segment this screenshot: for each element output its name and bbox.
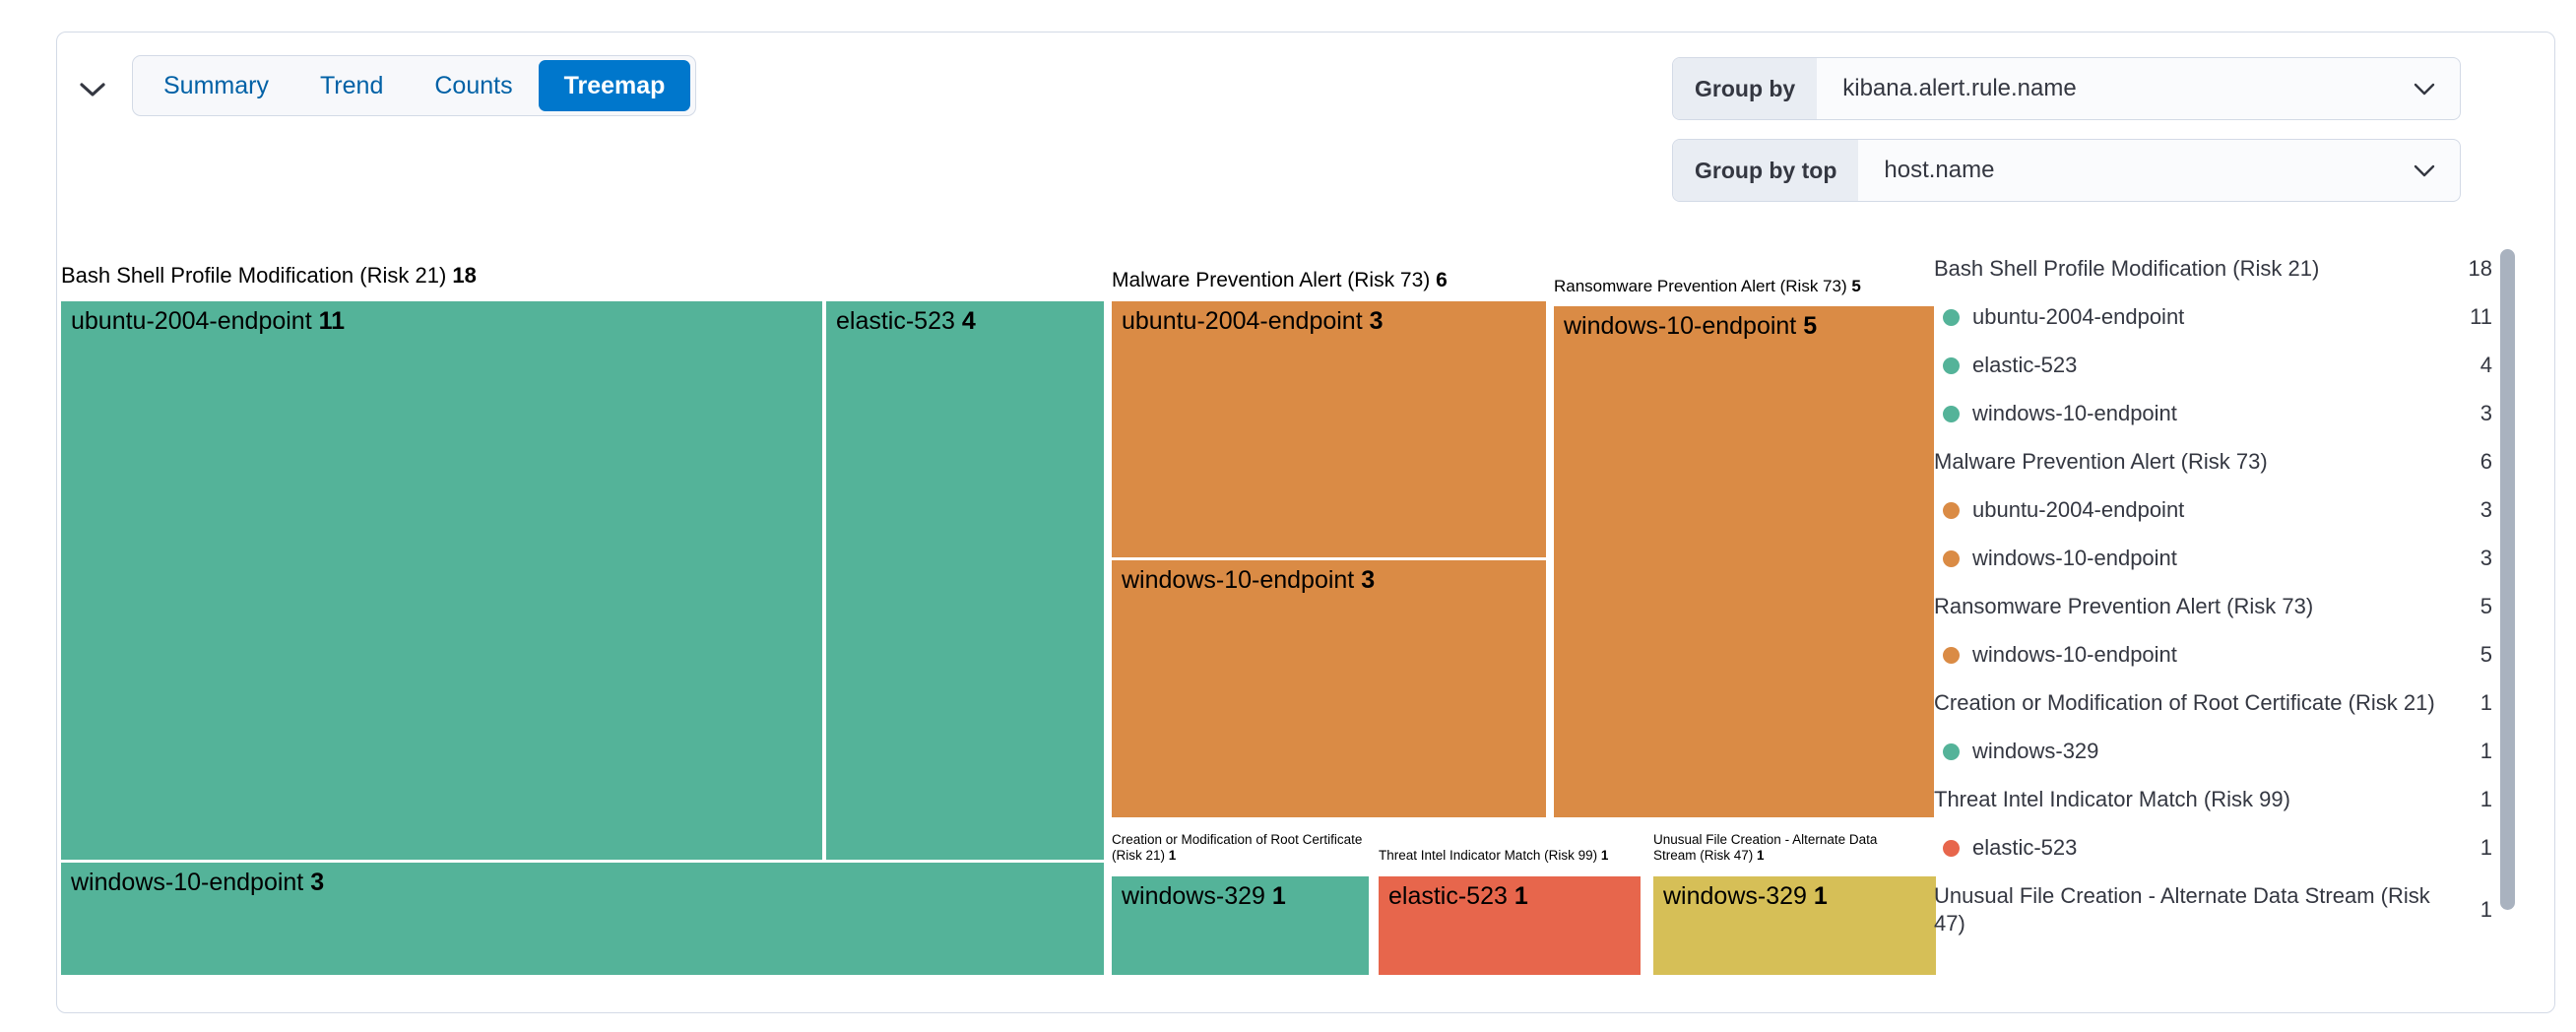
group-by-label: Group by	[1673, 58, 1818, 119]
legend-group-row[interactable]: Bash Shell Profile Modification (Risk 21…	[1934, 256, 2492, 281]
legend-dot-icon	[1943, 308, 1960, 326]
treemap-group-header: Bash Shell Profile Modification (Risk 21…	[61, 263, 477, 288]
treemap-legend: Bash Shell Profile Modification (Risk 21…	[1934, 255, 2492, 958]
treemap-tile[interactable]: ubuntu-2004-endpoint 11	[61, 301, 822, 860]
group-by-value: kibana.alert.rule.name	[1842, 75, 2077, 101]
treemap-tile[interactable]: windows-329 1	[1653, 876, 1936, 975]
tab-counts[interactable]: Counts	[434, 72, 513, 99]
treemap-tile[interactable]: ubuntu-2004-endpoint 3	[1112, 301, 1546, 557]
collapse-panel-button[interactable]	[73, 76, 112, 107]
legend-group-row[interactable]: Ransomware Prevention Alert (Risk 73) 5	[1934, 594, 2492, 618]
treemap-tile[interactable]: elastic-523 4	[826, 301, 1104, 860]
legend-item-row[interactable]: windows-10-endpoint 3	[1934, 545, 2492, 572]
legend-dot-icon	[1943, 549, 1960, 567]
legend-group-row[interactable]: Malware Prevention Alert (Risk 73) 6	[1934, 449, 2492, 474]
treemap-tile[interactable]: elastic-523 1	[1379, 876, 1641, 975]
legend-group-row[interactable]: Threat Intel Indicator Match (Risk 99) 1	[1934, 787, 2492, 811]
legend-dot-icon	[1943, 501, 1960, 519]
group-by-top-value: host.name	[1884, 157, 1995, 183]
treemap-tile[interactable]: windows-10-endpoint 3	[61, 863, 1104, 975]
group-by-select[interactable]: Group by kibana.alert.rule.name	[1672, 57, 2461, 120]
tab-trend[interactable]: Trend	[319, 72, 384, 99]
legend-item-row[interactable]: windows-329 1	[1934, 738, 2492, 765]
legend-item-row[interactable]: windows-10-endpoint 5	[1934, 641, 2492, 669]
treemap-tile[interactable]: windows-10-endpoint 5	[1554, 306, 1934, 817]
tab-summary[interactable]: Summary	[163, 72, 269, 99]
chevron-down-icon	[2413, 140, 2460, 201]
legend-item-row[interactable]: elastic-523 4	[1934, 352, 2492, 379]
group-by-top-select[interactable]: Group by top host.name	[1672, 139, 2461, 202]
legend-group-row[interactable]: Unusual File Creation - Alternate Data S…	[1934, 883, 2492, 935]
legend-dot-icon	[1943, 356, 1960, 374]
view-button-group: Summary Trend Counts Treemap	[132, 55, 697, 116]
legend-scrollbar-thumb[interactable]	[2500, 249, 2515, 910]
legend-dot-icon	[1943, 646, 1960, 664]
legend-dot-icon	[1943, 742, 1960, 760]
alerts-panel: Summary Trend Counts Treemap Group by ki…	[56, 32, 2555, 1013]
treemap-tile[interactable]: windows-10-endpoint 3	[1112, 560, 1546, 817]
treemap-group-header: Malware Prevention Alert (Risk 73) 6	[1112, 269, 1448, 291]
treemap-tile[interactable]: windows-329 1	[1112, 876, 1369, 975]
tab-treemap[interactable]: Treemap	[538, 60, 691, 111]
legend-item-row[interactable]: ubuntu-2004-endpoint 11	[1934, 303, 2492, 331]
chevron-down-icon	[2413, 58, 2460, 119]
treemap-group-header: Unusual File Creation - Alternate Data S…	[1653, 832, 1878, 863]
treemap-group-header: Ransomware Prevention Alert (Risk 73) 5	[1554, 277, 1861, 295]
legend-item-row[interactable]: ubuntu-2004-endpoint 3	[1934, 496, 2492, 524]
treemap-group-header: Threat Intel Indicator Match (Risk 99) 1	[1379, 848, 1609, 863]
treemap-group-header: Creation or Modification of Root Certifi…	[1112, 832, 1363, 863]
legend-item-row[interactable]: windows-10-endpoint 3	[1934, 400, 2492, 427]
legend-dot-icon	[1943, 405, 1960, 422]
legend-group-row[interactable]: Creation or Modification of Root Certifi…	[1934, 690, 2492, 715]
legend-dot-icon	[1943, 839, 1960, 857]
chevron-down-icon	[79, 81, 106, 103]
group-by-top-label: Group by top	[1673, 140, 1859, 201]
legend-item-row[interactable]: elastic-523 1	[1934, 834, 2492, 862]
